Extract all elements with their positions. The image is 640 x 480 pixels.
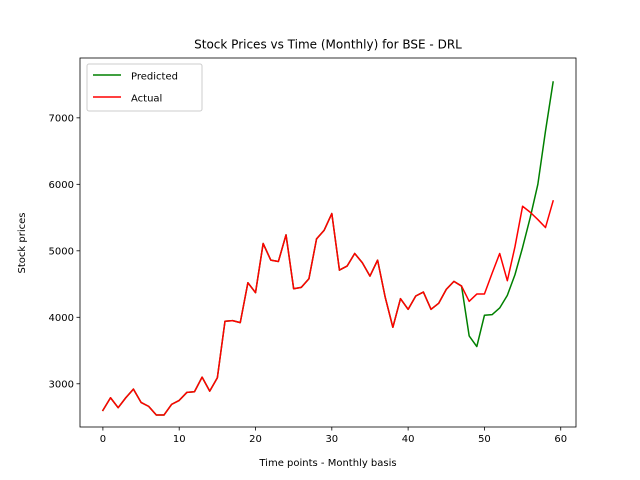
chart-title: Stock Prices vs Time (Monthly) for BSE -… [194, 38, 462, 52]
y-tick-label: 5000 [49, 246, 74, 257]
y-tick-label: 3000 [49, 379, 74, 390]
axes-frame [79, 57, 577, 428]
y-tick-label: 7000 [49, 113, 74, 124]
x-tick-label: 50 [478, 434, 491, 445]
plot-area [101, 81, 555, 416]
legend: Predicted Actual [86, 63, 203, 112]
series-line-actual [101, 200, 555, 416]
x-tick-label: 30 [325, 434, 338, 445]
x-tick-label: 20 [249, 434, 262, 445]
y-tick-label: 4000 [49, 313, 74, 324]
x-axis-label: Time points - Monthly basis [258, 458, 396, 469]
x-tick-label: 60 [554, 434, 567, 445]
legend-label-actual: Actual [131, 94, 162, 105]
legend-label-predicted: Predicted [131, 72, 178, 83]
x-tick-label: 40 [402, 434, 415, 445]
x-tick-label: 10 [173, 434, 186, 445]
y-axis-label: Stock prices [17, 213, 28, 274]
y-tick-label: 6000 [49, 180, 74, 191]
x-tick-label: 0 [100, 434, 106, 445]
axes: 0 10 20 30 40 50 60 3000 4000 5000 6000 7000 [49, 57, 577, 445]
